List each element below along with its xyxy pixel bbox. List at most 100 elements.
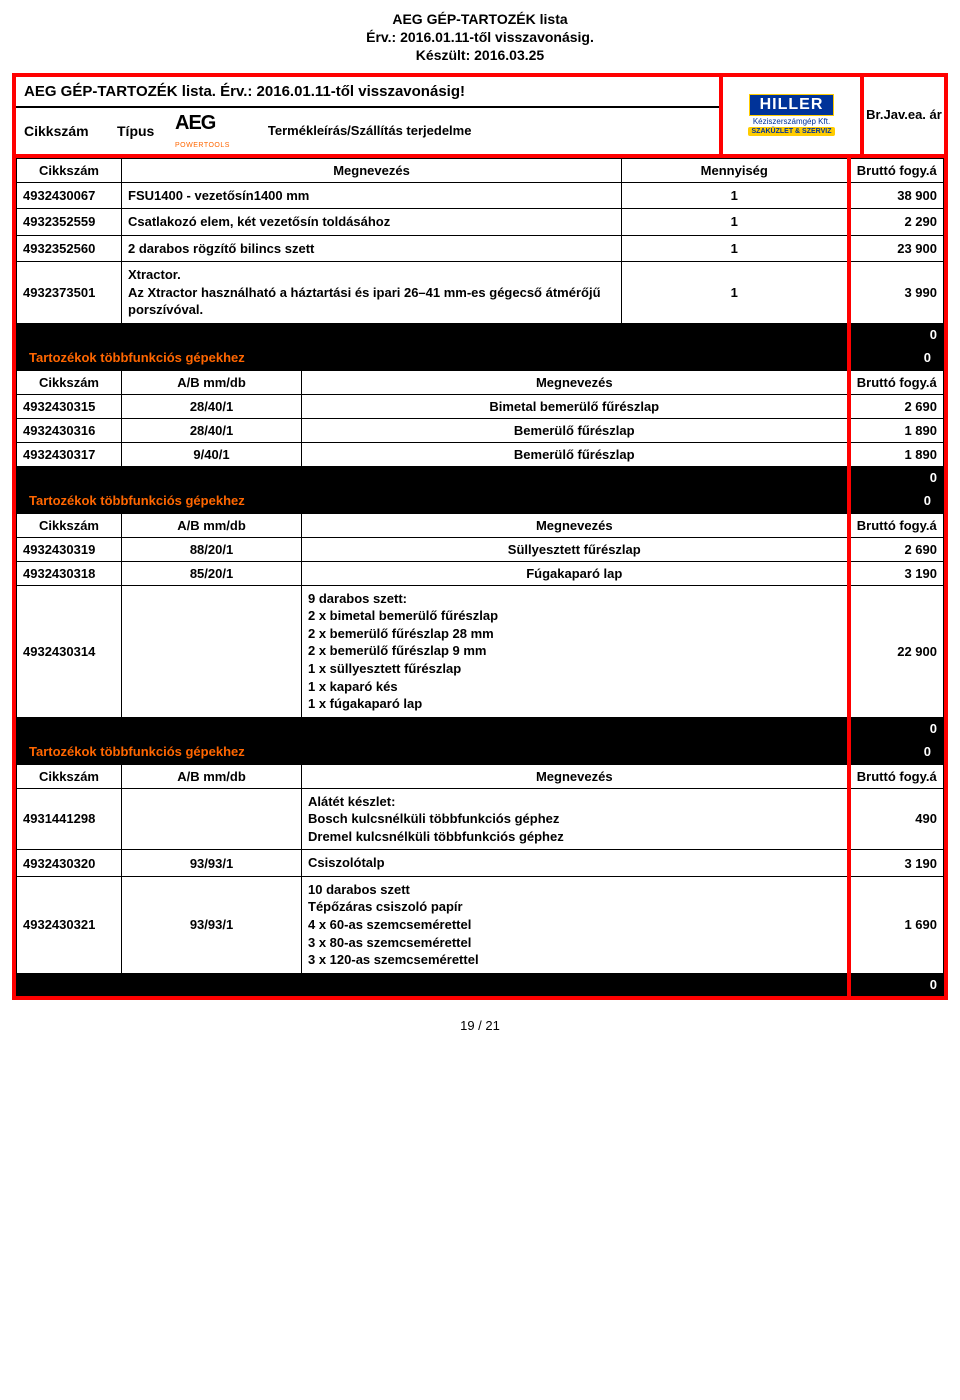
- th-megnevezes: Megnevezés: [122, 158, 622, 182]
- table-row: 4931441298 Alátét készlet:Bosch kulcsnélk…: [17, 788, 944, 850]
- cell-name: 2 darabos rögzítő bilincs szett: [122, 235, 622, 262]
- th-brutto: Bruttó fogy.á: [849, 158, 944, 182]
- table-header-row: Cikkszám A/B mm/db Megnevezés Bruttó fog…: [17, 764, 944, 788]
- main-container: AEG GÉP-TARTOZÉK lista. Érv.: 2016.01.11…: [12, 73, 948, 1000]
- cell-price: 38 900: [849, 182, 944, 209]
- cell-qty: 1: [622, 209, 849, 236]
- price-header: Br.Jav.ea. ár: [864, 77, 944, 154]
- cell-price: 3 190: [849, 561, 944, 585]
- header-line3: Készült: 2016.03.25: [0, 46, 960, 64]
- hiller-logo: HILLER: [749, 94, 835, 116]
- hiller-badge: HILLER Kéziszerszámgép Kft. SZAKÜZLET & …: [719, 77, 864, 154]
- section-header: Tartozékok többfunkciós gépekhez0: [17, 488, 944, 512]
- th-brutto: Bruttó fogy.á: [849, 513, 944, 537]
- section-header: Tartozékok többfunkciós gépekhez0: [17, 345, 944, 369]
- cell-code: 4932430316: [17, 418, 122, 442]
- th-ab: A/B mm/db: [122, 513, 302, 537]
- label-tipus: Típus: [117, 123, 167, 139]
- hiller-tag: SZAKÜZLET & SZERVIZ: [748, 127, 836, 136]
- cell-code: 4932430314: [17, 585, 122, 717]
- th-cikkszam: Cikkszám: [17, 158, 122, 182]
- cell-ab: 9/40/1: [122, 442, 302, 466]
- cell-code: 4932352560: [17, 235, 122, 262]
- th-megnevezes: Megnevezés: [302, 370, 849, 394]
- table-header-row: Cikkszám Megnevezés Mennyiség Bruttó fog…: [17, 158, 944, 182]
- aeg-logo-sub: POWERTOOLS: [175, 142, 230, 149]
- zero-cell: 0: [849, 973, 944, 995]
- section-title: Tartozékok többfunkciós gépekhez: [17, 739, 849, 763]
- cell-name: Alátét készlet:Bosch kulcsnélküli többfu…: [302, 788, 849, 850]
- cell-code: 4932430319: [17, 537, 122, 561]
- cell-code: 4932430318: [17, 561, 122, 585]
- th-cikkszam: Cikkszám: [17, 513, 122, 537]
- table-row: 493243031988/20/1Süllyesztett fűrészlap2…: [17, 537, 944, 561]
- cell-price: 2 690: [849, 394, 944, 418]
- table-row: 4932352559Csatlakozó elem, két vezetősín…: [17, 209, 944, 236]
- cell-name: Bemerülő fűrészlap: [302, 418, 849, 442]
- cell-name: Fúgakaparó lap: [302, 561, 849, 585]
- cell-qty: 1: [622, 262, 849, 324]
- th-ab: A/B mm/db: [122, 370, 302, 394]
- cell-code: 4931441298: [17, 788, 122, 850]
- table-row: 493243031885/20/1Fúgakaparó lap3 190: [17, 561, 944, 585]
- cell-name: Bimetal bemerülő fűrészlap: [302, 394, 849, 418]
- cell-qty: 1: [622, 235, 849, 262]
- cell-name: Bemerülő fűrészlap: [302, 442, 849, 466]
- cell-code: 4932352559: [17, 209, 122, 236]
- table-section-1: Cikkszám Megnevezés Mennyiség Bruttó fog…: [16, 158, 944, 370]
- cell-price: 2 290: [849, 209, 944, 236]
- table-section-3: Cikkszám A/B mm/db Megnevezés Bruttó fog…: [16, 513, 944, 764]
- table-header-row: Cikkszám A/B mm/db Megnevezés Bruttó fog…: [17, 370, 944, 394]
- table-row: 493243031528/40/1Bimetal bemerülő fűrész…: [17, 394, 944, 418]
- cell-ab: 93/93/1: [122, 850, 302, 877]
- zero-cell: 0: [849, 717, 944, 739]
- zero-cell: 0: [849, 488, 944, 512]
- zero-row: 0: [17, 466, 944, 488]
- cell-name: Süllyesztett fűrészlap: [302, 537, 849, 561]
- th-brutto: Bruttó fogy.á: [849, 370, 944, 394]
- cell-price: 1 890: [849, 418, 944, 442]
- cell-code: 4932430317: [17, 442, 122, 466]
- table-header-row: Cikkszám A/B mm/db Megnevezés Bruttó fog…: [17, 513, 944, 537]
- table-row: 4932373501Xtractor.Az Xtractor használha…: [17, 262, 944, 324]
- cell-code: 4932430067: [17, 182, 122, 209]
- table-row: 49323525602 darabos rögzítő bilincs szet…: [17, 235, 944, 262]
- header-line1: AEG GÉP-TARTOZÉK lista: [0, 10, 960, 28]
- table-row: 49324303179/40/1Bemerülő fűrészlap1 890: [17, 442, 944, 466]
- cell-price: 23 900: [849, 235, 944, 262]
- cell-price: 22 900: [849, 585, 944, 717]
- title-box: AEG GÉP-TARTOZÉK lista. Érv.: 2016.01.11…: [16, 77, 944, 158]
- label-cikkszam: Cikkszám: [24, 123, 109, 139]
- zero-row: 0: [17, 973, 944, 995]
- section-title: Tartozékok többfunkciós gépekhez: [17, 345, 849, 369]
- cell-price: 1 690: [849, 876, 944, 973]
- label-desc: Termékleírás/Szállítás terjedelme: [268, 123, 472, 138]
- page-header: AEG GÉP-TARTOZÉK lista Érv.: 2016.01.11-…: [0, 0, 960, 73]
- cell-ab: 93/93/1: [122, 876, 302, 973]
- cell-ab: [122, 788, 302, 850]
- cell-ab: [122, 585, 302, 717]
- doc-title: AEG GÉP-TARTOZÉK lista. Érv.: 2016.01.11…: [16, 77, 719, 108]
- th-megnevezes: Megnevezés: [302, 513, 849, 537]
- cell-code: 4932373501: [17, 262, 122, 324]
- zero-cell: 0: [849, 739, 944, 763]
- th-brutto: Bruttó fogy.á: [849, 764, 944, 788]
- zero-cell: 0: [849, 323, 944, 345]
- cell-name: 10 darabos szettTépőzáras csiszoló papír…: [302, 876, 849, 973]
- cell-ab: 28/40/1: [122, 394, 302, 418]
- cell-price: 1 890: [849, 442, 944, 466]
- section-header: Tartozékok többfunkciós gépekhez0: [17, 739, 944, 763]
- table-row: 49324303149 darabos szett:2 x bimetal be…: [17, 585, 944, 717]
- th-cikkszam: Cikkszám: [17, 764, 122, 788]
- zero-cell: 0: [849, 466, 944, 488]
- cell-name: Xtractor.Az Xtractor használható a házta…: [122, 262, 622, 324]
- section-title: Tartozékok többfunkciós gépekhez: [17, 488, 849, 512]
- hiller-sub: Kéziszerszámgép Kft.: [753, 117, 830, 126]
- cell-qty: 1: [622, 182, 849, 209]
- cell-price: 2 690: [849, 537, 944, 561]
- cell-code: 4932430320: [17, 850, 122, 877]
- cell-ab: 28/40/1: [122, 418, 302, 442]
- table-section-2: Cikkszám A/B mm/db Megnevezés Bruttó fog…: [16, 370, 944, 513]
- zero-cell: 0: [849, 345, 944, 369]
- cell-name: Csatlakozó elem, két vezetősín toldásáho…: [122, 209, 622, 236]
